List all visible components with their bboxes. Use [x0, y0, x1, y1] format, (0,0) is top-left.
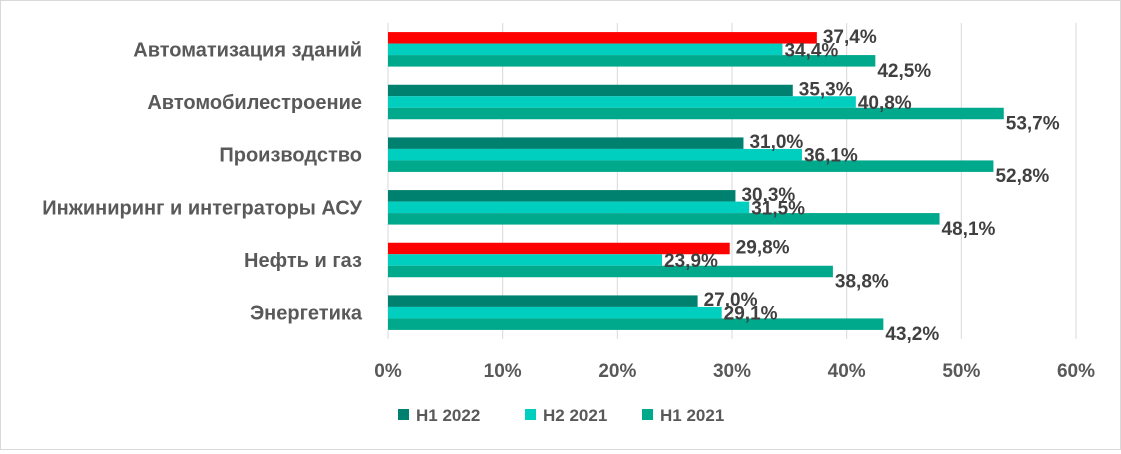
- data-label: 31,5%: [751, 198, 805, 219]
- data-label: 38,8%: [835, 272, 889, 293]
- tick-label: 60%: [1057, 361, 1095, 382]
- data-label: 48,1%: [942, 219, 996, 240]
- legend-swatch: [525, 409, 536, 420]
- category-label: Нефть и газ: [244, 250, 362, 272]
- bar: [388, 306, 722, 319]
- category-label: Инжиниринг и интеграторы АСУ: [42, 197, 362, 219]
- data-label: 52,8%: [995, 166, 1049, 187]
- data-label: 37,4%: [823, 27, 877, 48]
- data-label: 34,4%: [784, 40, 838, 61]
- data-label: 40,8%: [858, 93, 912, 114]
- data-label: 31,0%: [749, 132, 803, 153]
- data-label: 29,1%: [724, 304, 778, 325]
- bar: [388, 96, 856, 108]
- tick-label: 20%: [598, 361, 636, 382]
- bar: [388, 160, 994, 172]
- legend-swatch: [398, 409, 409, 420]
- data-label: 29,8%: [736, 238, 790, 259]
- tick-label: 40%: [828, 361, 866, 382]
- bar: [388, 148, 802, 161]
- bar: [388, 32, 817, 44]
- data-label: 36,1%: [804, 146, 858, 167]
- category-label: Производство: [219, 145, 362, 167]
- legend-label: H2 2021: [543, 406, 607, 425]
- bar: [388, 190, 736, 202]
- data-label: 23,9%: [664, 251, 718, 272]
- bar: [388, 265, 833, 278]
- bar: [388, 55, 876, 67]
- tick-label: 10%: [484, 361, 522, 382]
- bar: [388, 43, 783, 56]
- bar: [388, 295, 698, 307]
- tick-label: 0%: [374, 361, 402, 382]
- bar: [388, 137, 744, 149]
- bar: [388, 201, 750, 214]
- category-label: Автомобилестроение: [147, 92, 362, 114]
- x-axis-ticks: 0% 10% 20% 30% 40% 50% 60%: [374, 361, 1095, 382]
- tick-label: 50%: [942, 361, 980, 382]
- bar: [388, 213, 940, 225]
- data-labels: 37,4%34,4% 42,5% 35,3%40,8% 53,7% 31,0%36,1%…: [664, 27, 1060, 345]
- data-label: 27,0%: [704, 290, 758, 311]
- tick-label: 30%: [713, 361, 751, 382]
- bar: [388, 242, 730, 255]
- category-label: Автоматизация зданий: [133, 39, 362, 61]
- bars: [388, 32, 1004, 330]
- category-label: Энергетика: [250, 303, 363, 325]
- legend: H1 2022 H2 2021 H1 2021: [398, 406, 724, 425]
- category-labels: Автоматизация зданий Автомобилестроение Пр…: [42, 39, 363, 324]
- data-label: 30,3%: [741, 185, 795, 206]
- data-label: 43,2%: [885, 324, 939, 345]
- legend-label: H1 2022: [416, 406, 480, 425]
- data-label: 53,7%: [1006, 114, 1060, 135]
- gridlines: [387, 23, 1077, 339]
- bar: [388, 84, 793, 97]
- bar: [388, 318, 884, 330]
- bar: [388, 254, 663, 266]
- bar: [388, 107, 1004, 120]
- data-label: 42,5%: [877, 61, 931, 82]
- legend-swatch: [642, 409, 653, 420]
- legend-label: H1 2021: [660, 406, 724, 425]
- data-label: 35,3%: [799, 80, 853, 101]
